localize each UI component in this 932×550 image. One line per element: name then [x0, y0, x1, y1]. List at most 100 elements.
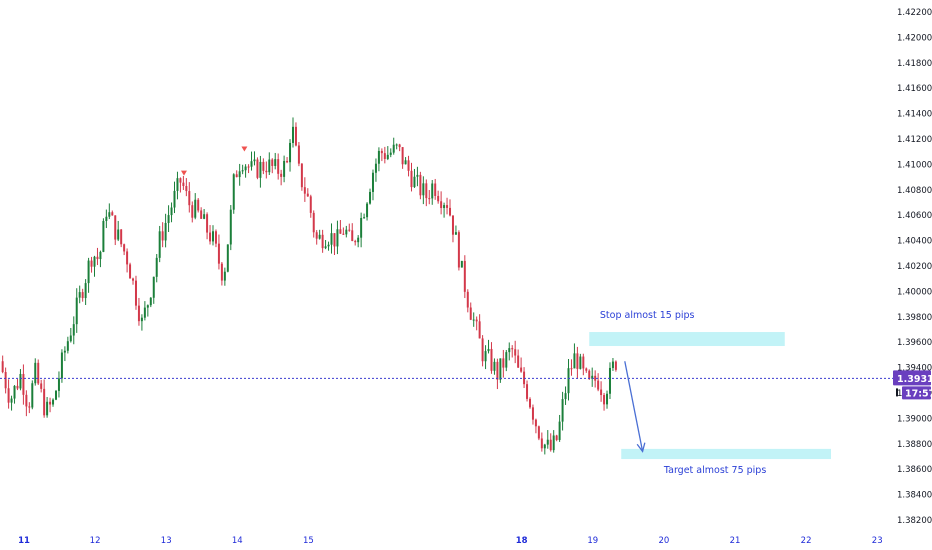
- candle-body: [4, 372, 7, 389]
- candle-body: [419, 174, 422, 196]
- candle-body: [460, 260, 463, 268]
- candle-body: [582, 356, 585, 369]
- candle-body: [511, 348, 514, 350]
- arrow-head: [636, 442, 646, 453]
- candle-body: [229, 209, 232, 245]
- candle-body: [209, 232, 212, 242]
- y-tick-label: 1.39600: [897, 338, 932, 348]
- candle-body: [164, 222, 167, 241]
- arrow-layer: [624, 361, 646, 453]
- candle-body: [534, 419, 537, 427]
- arrow-shaft: [624, 361, 644, 452]
- candle-body: [16, 385, 19, 389]
- candle-body: [606, 393, 609, 405]
- candle-body: [108, 212, 111, 217]
- y-tick-label: 1.42000: [897, 33, 932, 43]
- candle-body: [339, 229, 342, 234]
- candle-body: [49, 401, 52, 405]
- candle-body: [158, 231, 161, 258]
- candle-body: [134, 280, 137, 306]
- candle-body: [422, 183, 425, 196]
- candle-body: [603, 395, 606, 405]
- candle-body: [407, 160, 410, 171]
- candle-body: [232, 174, 235, 210]
- candle-body: [1, 361, 4, 373]
- candle-body: [446, 205, 449, 208]
- candle-body: [143, 307, 146, 318]
- candle-body: [404, 160, 407, 165]
- candles-layer: [1, 117, 617, 455]
- y-tick-label: 1.38800: [897, 440, 932, 450]
- candle-body: [262, 161, 265, 171]
- candle-body: [321, 234, 324, 249]
- candle-body: [179, 178, 182, 183]
- candle-body: [410, 170, 413, 188]
- x-axis[interactable]: 11121314151819202122232425: [18, 536, 932, 546]
- candle-body: [431, 183, 434, 199]
- candle-body: [570, 368, 573, 370]
- candle-body: [348, 229, 351, 231]
- candle-body: [481, 338, 484, 362]
- candle-body: [241, 170, 244, 172]
- candle-body: [475, 319, 478, 322]
- candle-body: [117, 229, 120, 240]
- x-tick-label: 18: [516, 536, 528, 546]
- candle-body: [185, 186, 188, 192]
- y-tick-label: 1.41000: [897, 160, 932, 170]
- candle-body: [93, 256, 96, 267]
- candle-body: [214, 231, 217, 244]
- price-badge-value: 1.39315: [897, 374, 932, 385]
- price-badge: 1.39315 17:57: [893, 370, 932, 400]
- y-tick-label: 1.41200: [897, 135, 932, 145]
- candle-body: [540, 438, 543, 449]
- candle-body: [454, 232, 457, 235]
- y-axis[interactable]: 1.42200 1.42000 1.41800 1.41600 1.41400 1.412…: [897, 8, 932, 526]
- candle-body: [54, 390, 57, 400]
- candle-body: [247, 166, 250, 168]
- candle-body: [374, 163, 377, 173]
- candle-body: [78, 292, 81, 298]
- candle-body: [434, 183, 437, 196]
- candle-body: [105, 216, 108, 221]
- y-tick-label: 1.41800: [897, 59, 932, 69]
- x-tick-label: 20: [658, 536, 669, 546]
- candle-body: [345, 229, 348, 235]
- candle-body: [555, 435, 558, 440]
- candle-body: [499, 358, 502, 380]
- candle-body: [300, 163, 303, 188]
- candle-body: [155, 257, 158, 277]
- candle-body: [170, 207, 173, 216]
- candle-body: [531, 407, 534, 420]
- candle-body: [588, 370, 591, 379]
- candle-body: [487, 348, 490, 352]
- triangle-down-marker: [241, 146, 248, 152]
- candle-body: [274, 159, 277, 166]
- candle-body: [318, 234, 321, 239]
- candle-body: [182, 182, 185, 187]
- candle-body: [517, 355, 520, 368]
- candle-body: [102, 220, 105, 252]
- candle-body: [597, 380, 600, 390]
- candle-body: [591, 375, 594, 379]
- candle-body: [472, 319, 475, 321]
- candle-body: [87, 260, 90, 284]
- candle-body: [315, 232, 318, 239]
- timer-tick: [896, 388, 898, 397]
- candle-body: [508, 348, 511, 353]
- candle-body: [297, 145, 300, 164]
- candle-body: [194, 199, 197, 218]
- candle-body: [120, 229, 123, 245]
- candle-body: [268, 159, 271, 173]
- candle-body: [369, 191, 372, 204]
- candle-body: [398, 144, 401, 148]
- y-tick-label: 1.40000: [897, 287, 932, 297]
- candle-body: [220, 263, 223, 281]
- candle-body: [60, 352, 63, 379]
- candle-body: [291, 126, 294, 143]
- candle-body: [72, 324, 75, 336]
- candle-body: [514, 349, 517, 356]
- candle-body: [37, 362, 40, 384]
- triangle-down-marker: [180, 170, 187, 176]
- candle-body: [333, 233, 336, 247]
